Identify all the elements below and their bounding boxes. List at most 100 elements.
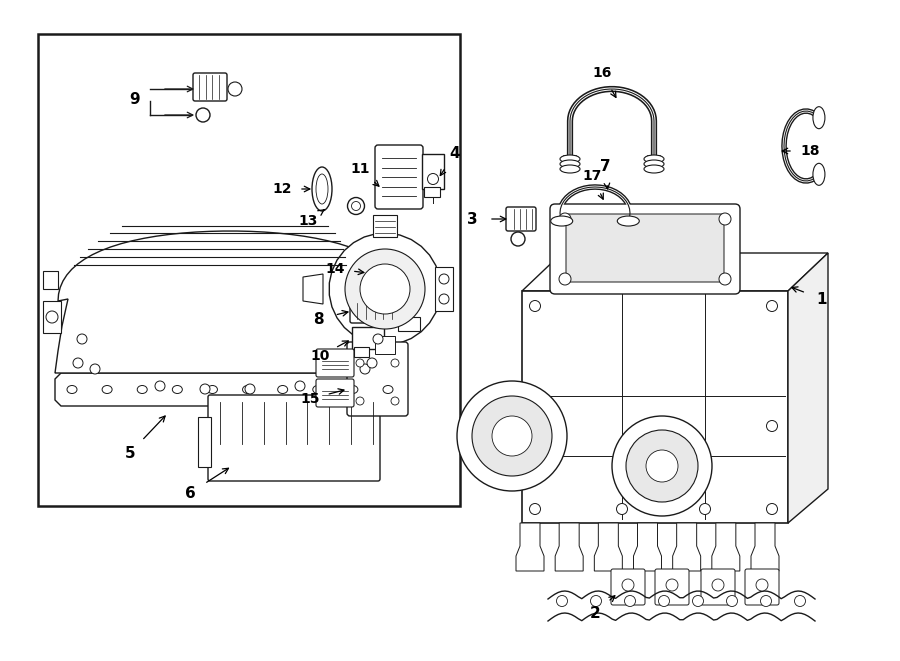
- FancyBboxPatch shape: [193, 73, 227, 101]
- Bar: [435, 267, 453, 311]
- Ellipse shape: [313, 385, 323, 393]
- Ellipse shape: [644, 155, 664, 163]
- Circle shape: [196, 108, 210, 122]
- Circle shape: [616, 504, 627, 514]
- Text: 3: 3: [467, 212, 477, 227]
- Circle shape: [760, 596, 771, 607]
- Circle shape: [200, 384, 210, 394]
- Circle shape: [795, 596, 806, 607]
- Circle shape: [391, 397, 399, 405]
- Bar: [422, 154, 444, 189]
- Circle shape: [659, 596, 670, 607]
- Ellipse shape: [560, 165, 580, 173]
- Circle shape: [360, 364, 370, 374]
- Text: 18: 18: [800, 144, 820, 158]
- Ellipse shape: [644, 160, 664, 168]
- Polygon shape: [516, 523, 544, 571]
- Circle shape: [245, 384, 255, 394]
- FancyBboxPatch shape: [566, 214, 724, 282]
- Bar: [43, 301, 61, 333]
- Circle shape: [90, 364, 100, 374]
- Ellipse shape: [348, 385, 358, 393]
- Text: 17: 17: [582, 169, 602, 183]
- Circle shape: [559, 213, 571, 225]
- Bar: [38, 34, 460, 506]
- Circle shape: [590, 596, 601, 607]
- Polygon shape: [55, 231, 405, 373]
- Ellipse shape: [560, 155, 580, 163]
- Circle shape: [529, 504, 541, 514]
- FancyBboxPatch shape: [375, 145, 423, 209]
- Circle shape: [529, 301, 541, 311]
- Text: 12: 12: [272, 182, 292, 196]
- Ellipse shape: [347, 198, 365, 215]
- Bar: [398, 317, 420, 331]
- Circle shape: [559, 273, 571, 285]
- Polygon shape: [572, 261, 738, 281]
- Ellipse shape: [813, 163, 825, 185]
- Text: 5: 5: [125, 446, 135, 461]
- Circle shape: [666, 579, 678, 591]
- Circle shape: [646, 450, 678, 482]
- Text: 15: 15: [301, 392, 320, 406]
- Polygon shape: [329, 233, 441, 345]
- Circle shape: [712, 579, 724, 591]
- Circle shape: [692, 596, 704, 607]
- Ellipse shape: [813, 106, 825, 129]
- FancyBboxPatch shape: [745, 569, 779, 605]
- Circle shape: [719, 213, 731, 225]
- Ellipse shape: [644, 165, 664, 173]
- Bar: [43, 271, 58, 289]
- Text: 16: 16: [592, 66, 612, 80]
- Ellipse shape: [352, 202, 361, 210]
- Bar: [352, 327, 384, 349]
- Bar: [398, 292, 420, 306]
- Ellipse shape: [243, 385, 253, 393]
- Ellipse shape: [617, 216, 639, 226]
- Polygon shape: [303, 274, 323, 304]
- Text: 11: 11: [350, 162, 370, 176]
- Circle shape: [439, 274, 449, 284]
- FancyBboxPatch shape: [347, 342, 408, 416]
- FancyBboxPatch shape: [350, 299, 399, 323]
- Polygon shape: [594, 523, 622, 571]
- Circle shape: [756, 579, 768, 591]
- Text: 9: 9: [130, 91, 140, 106]
- FancyBboxPatch shape: [701, 569, 735, 605]
- Circle shape: [345, 249, 425, 329]
- Text: 14: 14: [325, 262, 345, 276]
- Polygon shape: [788, 253, 828, 523]
- Polygon shape: [555, 523, 583, 571]
- Circle shape: [367, 358, 377, 368]
- FancyBboxPatch shape: [550, 204, 740, 294]
- Polygon shape: [634, 523, 661, 571]
- Bar: [373, 215, 397, 237]
- Text: 7: 7: [599, 159, 610, 173]
- Circle shape: [699, 504, 710, 514]
- Circle shape: [511, 232, 525, 246]
- Text: 6: 6: [184, 485, 195, 500]
- FancyBboxPatch shape: [506, 207, 536, 231]
- Ellipse shape: [551, 216, 572, 226]
- Circle shape: [767, 504, 778, 514]
- Polygon shape: [522, 253, 828, 291]
- Polygon shape: [751, 523, 779, 571]
- FancyBboxPatch shape: [208, 395, 380, 481]
- FancyBboxPatch shape: [316, 349, 354, 377]
- Text: 4: 4: [450, 145, 460, 161]
- Bar: [375, 336, 395, 354]
- Circle shape: [46, 311, 58, 323]
- Circle shape: [622, 579, 634, 591]
- Ellipse shape: [278, 385, 288, 393]
- Bar: [198, 417, 211, 467]
- Text: 10: 10: [310, 349, 329, 363]
- Ellipse shape: [560, 160, 580, 168]
- Ellipse shape: [312, 167, 332, 211]
- Bar: [424, 187, 440, 197]
- Circle shape: [719, 273, 731, 285]
- Polygon shape: [672, 523, 701, 571]
- Circle shape: [356, 397, 364, 405]
- Circle shape: [556, 596, 568, 607]
- Circle shape: [228, 82, 242, 96]
- Text: 1: 1: [817, 292, 827, 307]
